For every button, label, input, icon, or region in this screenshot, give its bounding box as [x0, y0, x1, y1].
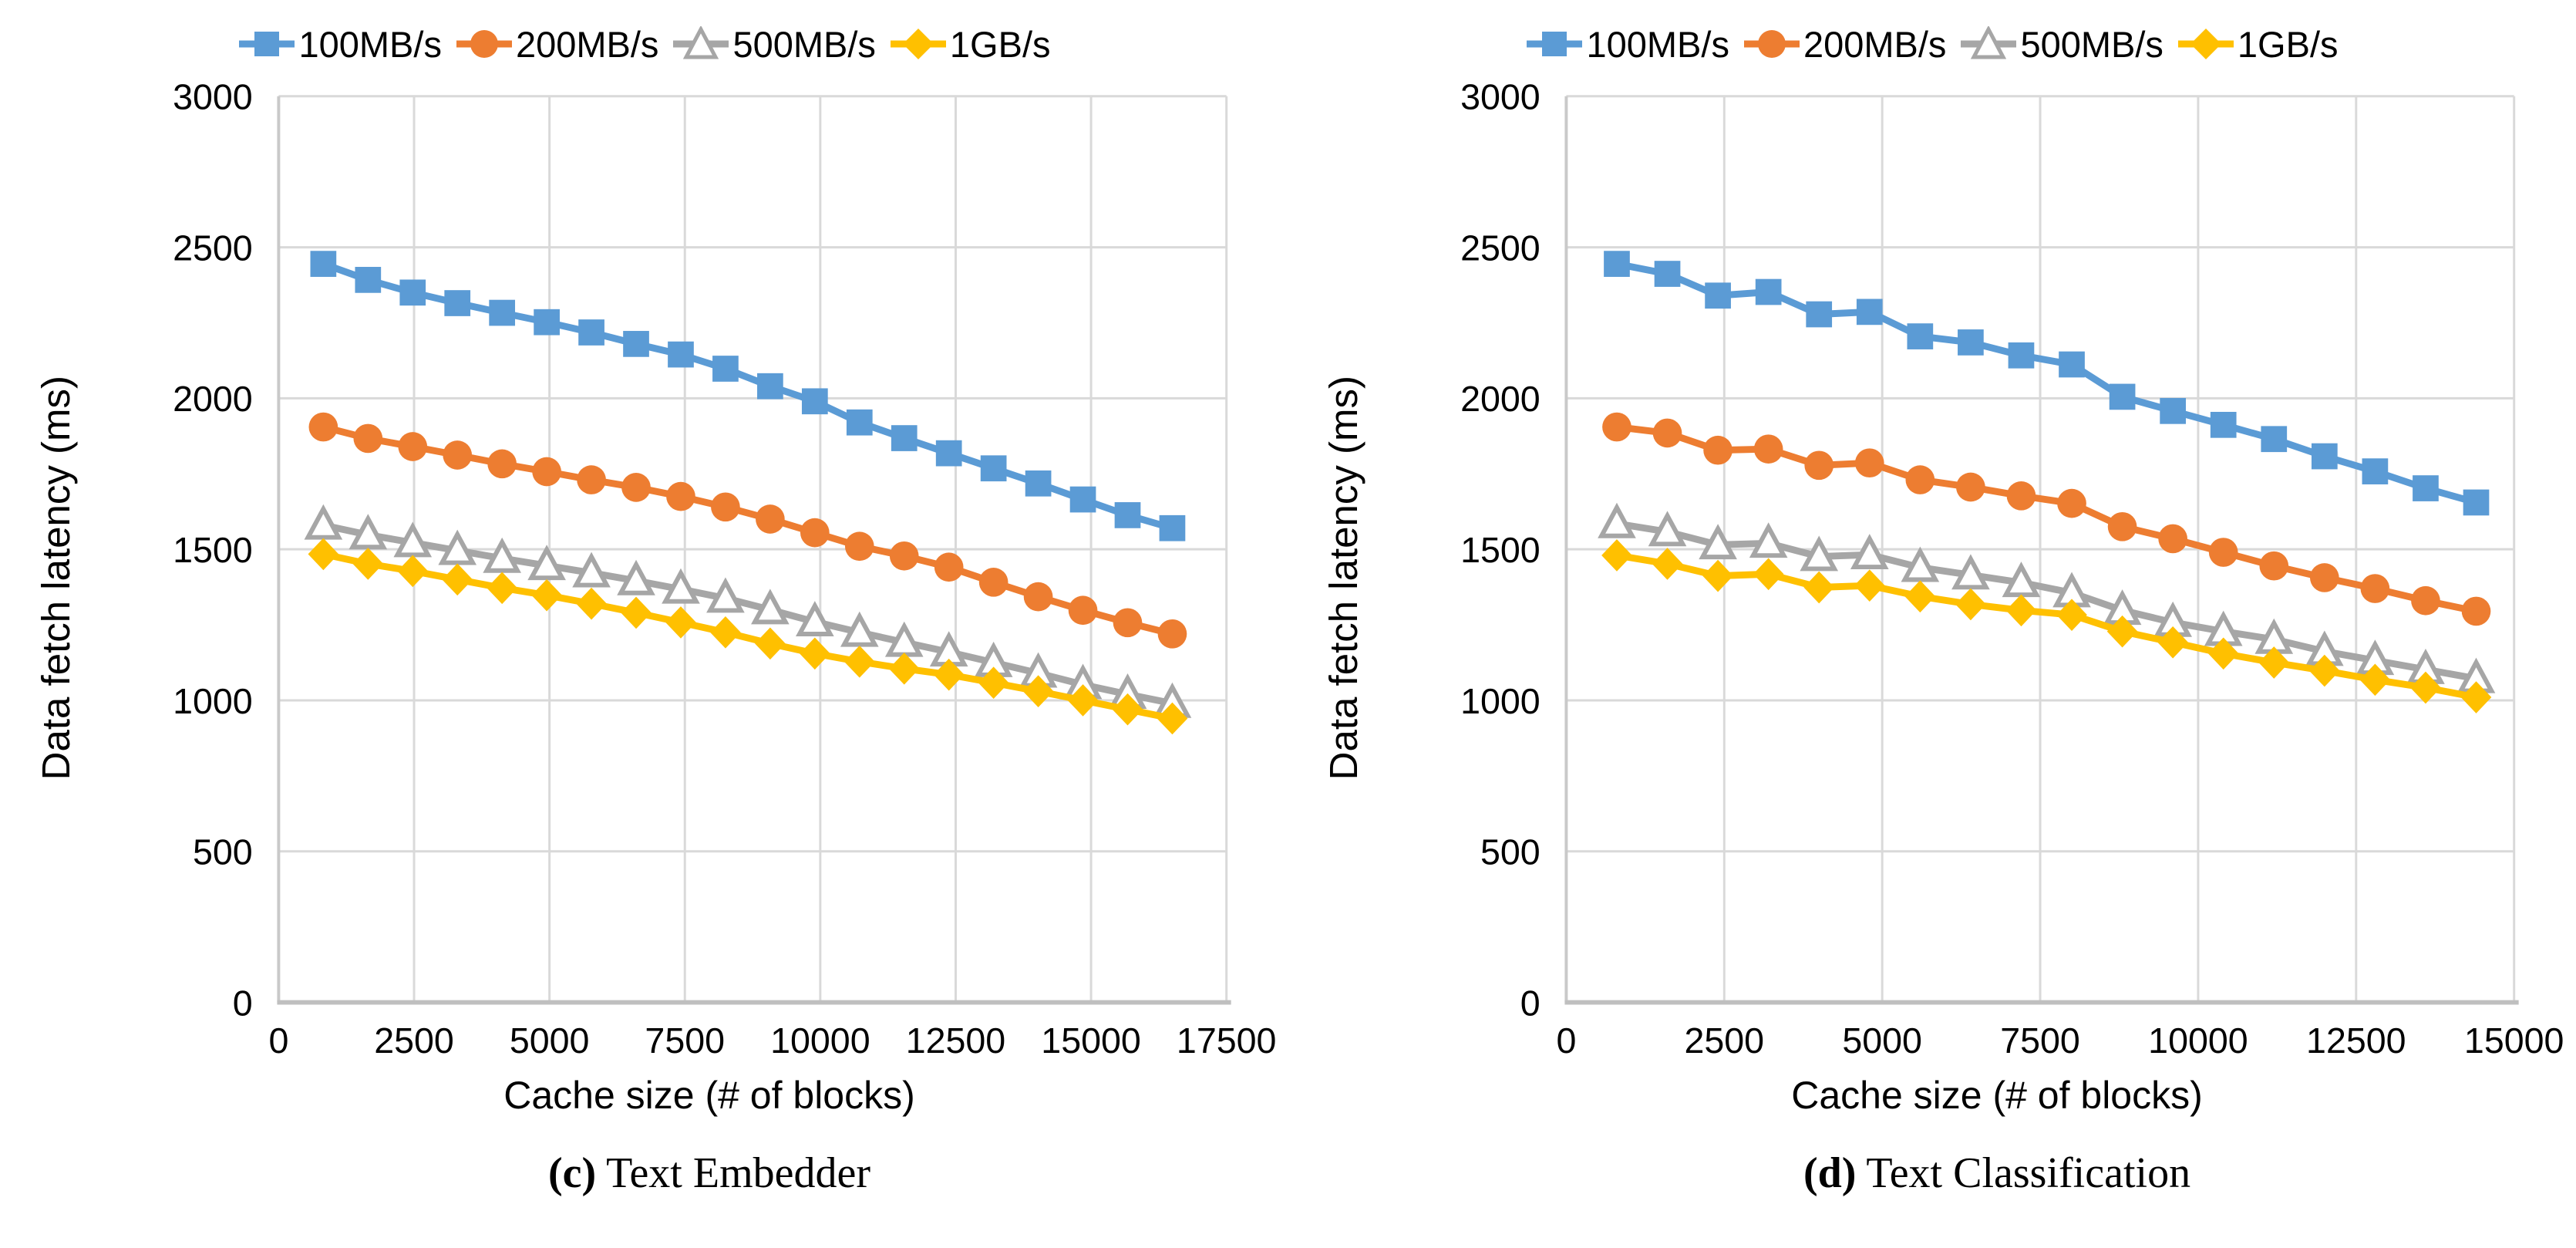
legend-label: 1GB/s	[949, 23, 1051, 65]
legend-marker-triangle-icon	[673, 26, 729, 59]
y-tick-labels: 0 500 1000 1500 2000 2500 3000	[173, 77, 253, 1023]
svg-text:7500: 7500	[645, 1020, 725, 1061]
plot-row-d: Data fetch latency (ms) 0 500 1000 1500 2000…	[1288, 77, 2575, 1079]
series-200mbs	[1602, 412, 2491, 626]
caption-title: Text Classification	[1866, 1148, 2191, 1197]
svg-text:17500: 17500	[1177, 1020, 1277, 1061]
series-100mbs	[310, 251, 1186, 541]
series-100mbs	[1604, 251, 2490, 516]
series-1gbs	[308, 538, 1188, 735]
svg-text:5000: 5000	[1842, 1020, 1922, 1061]
svg-text:2500: 2500	[374, 1020, 454, 1061]
legend-marker-square-icon	[1527, 32, 1583, 56]
plot-row-c: Data fetch latency (ms) 0 500 1000 1500 2000…	[0, 77, 1288, 1079]
svg-text:500: 500	[193, 832, 253, 872]
legend-label: 200MB/s	[1803, 23, 1947, 65]
legend-item-100mbs: 100MB/s	[1524, 23, 1729, 66]
svg-text:2500: 2500	[1684, 1020, 1764, 1061]
axes	[1564, 96, 2519, 1005]
legend-c: 100MB/s 200MB/s 500MB/s 1GB/s	[237, 11, 1051, 77]
svg-text:2000: 2000	[1460, 379, 1541, 419]
svg-text:12500: 12500	[2306, 1020, 2406, 1061]
legend-marker-triangle-icon	[1961, 26, 2017, 59]
plot-area-wrap-d: 0 500 1000 1500 2000 2500 3000 0 2500 5000 7500 100…	[1337, 77, 2575, 1079]
svg-text:500: 500	[1480, 832, 1541, 872]
legend-label: 100MB/s	[1586, 23, 1729, 65]
svg-text:1500: 1500	[173, 530, 253, 570]
y-tick-labels: 0 500 1000 1500 2000 2500 3000	[1460, 77, 1541, 1023]
svg-text:0: 0	[1520, 983, 1541, 1023]
legend-item-200mbs: 200MB/s	[454, 23, 658, 66]
svg-text:12500: 12500	[906, 1020, 1006, 1061]
panel-text-classification: 100MB/s 200MB/s 500MB/s 1GB/s Data fetch…	[1288, 11, 2575, 1198]
x-tick-labels: 0 2500 5000 7500 10000 12500 15000 17500	[268, 1020, 1276, 1061]
svg-text:15000: 15000	[1041, 1020, 1141, 1061]
legend-label: 500MB/s	[732, 23, 876, 65]
series-200mbs	[308, 412, 1187, 649]
svg-text:0: 0	[1556, 1020, 1576, 1061]
svg-text:15000: 15000	[2464, 1020, 2564, 1061]
legend-label: 200MB/s	[515, 23, 659, 65]
legend-marker-diamond-icon	[890, 29, 946, 59]
svg-text:2500: 2500	[173, 228, 253, 268]
svg-text:2500: 2500	[1460, 228, 1541, 268]
legend-item-200mbs: 200MB/s	[1742, 23, 1946, 66]
svg-text:3000: 3000	[173, 77, 253, 117]
legend-item-500mbs: 500MB/s	[671, 23, 876, 66]
plot-d: 0 500 1000 1500 2000 2500 3000 0 2500 5000 7500 100…	[1460, 77, 2564, 1061]
svg-text:3000: 3000	[1460, 77, 1541, 117]
svg-text:2000: 2000	[173, 379, 253, 419]
legend-label: 1GB/s	[2237, 23, 2339, 65]
caption-d: (d) Text Classification	[1803, 1148, 2190, 1198]
legend-marker-circle-icon	[1743, 30, 1800, 58]
legend-label: 100MB/s	[298, 23, 442, 65]
figure-two-panel-line-charts: 100MB/s 200MB/s 500MB/s 1GB/s Data fetch…	[0, 11, 2575, 1198]
caption-letter: (d)	[1803, 1148, 1857, 1197]
caption-c: (c) Text Embedder	[548, 1148, 870, 1198]
x-axis-title-d: Cache size (# of blocks)	[1791, 1073, 2203, 1117]
svg-text:0: 0	[268, 1020, 288, 1061]
svg-text:10000: 10000	[2148, 1020, 2248, 1061]
legend-label: 500MB/s	[2020, 23, 2164, 65]
legend-item-1gbs: 1GB/s	[2176, 23, 2339, 66]
svg-text:1500: 1500	[1460, 530, 1541, 570]
series-500mbs	[1598, 502, 2496, 693]
series-1gbs	[1601, 539, 2492, 713]
legend-item-1gbs: 1GB/s	[888, 23, 1051, 66]
y-axis-title-c: Data fetch latency (ms)	[33, 376, 78, 781]
svg-text:0: 0	[233, 983, 253, 1023]
y-axis-title-d: Data fetch latency (ms)	[1321, 376, 1365, 781]
legend-d: 100MB/s 200MB/s 500MB/s 1GB/s	[1524, 11, 2339, 77]
legend-marker-circle-icon	[456, 30, 512, 58]
axes	[277, 96, 1231, 1005]
legend-marker-square-icon	[239, 32, 295, 56]
legend-marker-diamond-icon	[2177, 29, 2234, 59]
x-axis-title-c: Cache size (# of blocks)	[503, 1073, 915, 1117]
caption-title: Text Embedder	[606, 1148, 870, 1197]
caption-letter: (c)	[547, 1148, 597, 1197]
svg-text:10000: 10000	[770, 1020, 870, 1061]
legend-item-500mbs: 500MB/s	[1958, 23, 2164, 66]
svg-text:7500: 7500	[2000, 1020, 2080, 1061]
panel-text-embedder: 100MB/s 200MB/s 500MB/s 1GB/s Data fetch…	[0, 11, 1288, 1198]
x-tick-labels: 0 2500 5000 7500 10000 12500 15000	[1556, 1020, 2564, 1061]
svg-text:5000: 5000	[510, 1020, 590, 1061]
plot-c: 0 500 1000 1500 2000 2500 3000 0 2500 5000 7500 100…	[173, 77, 1276, 1061]
svg-text:1000: 1000	[1460, 681, 1541, 721]
svg-text:1000: 1000	[173, 681, 253, 721]
legend-item-100mbs: 100MB/s	[237, 23, 442, 66]
plot-area-wrap-c: 0 500 1000 1500 2000 2500 3000 0 2500 5000 7500 100…	[49, 77, 1288, 1079]
series-500mbs	[304, 504, 1192, 718]
